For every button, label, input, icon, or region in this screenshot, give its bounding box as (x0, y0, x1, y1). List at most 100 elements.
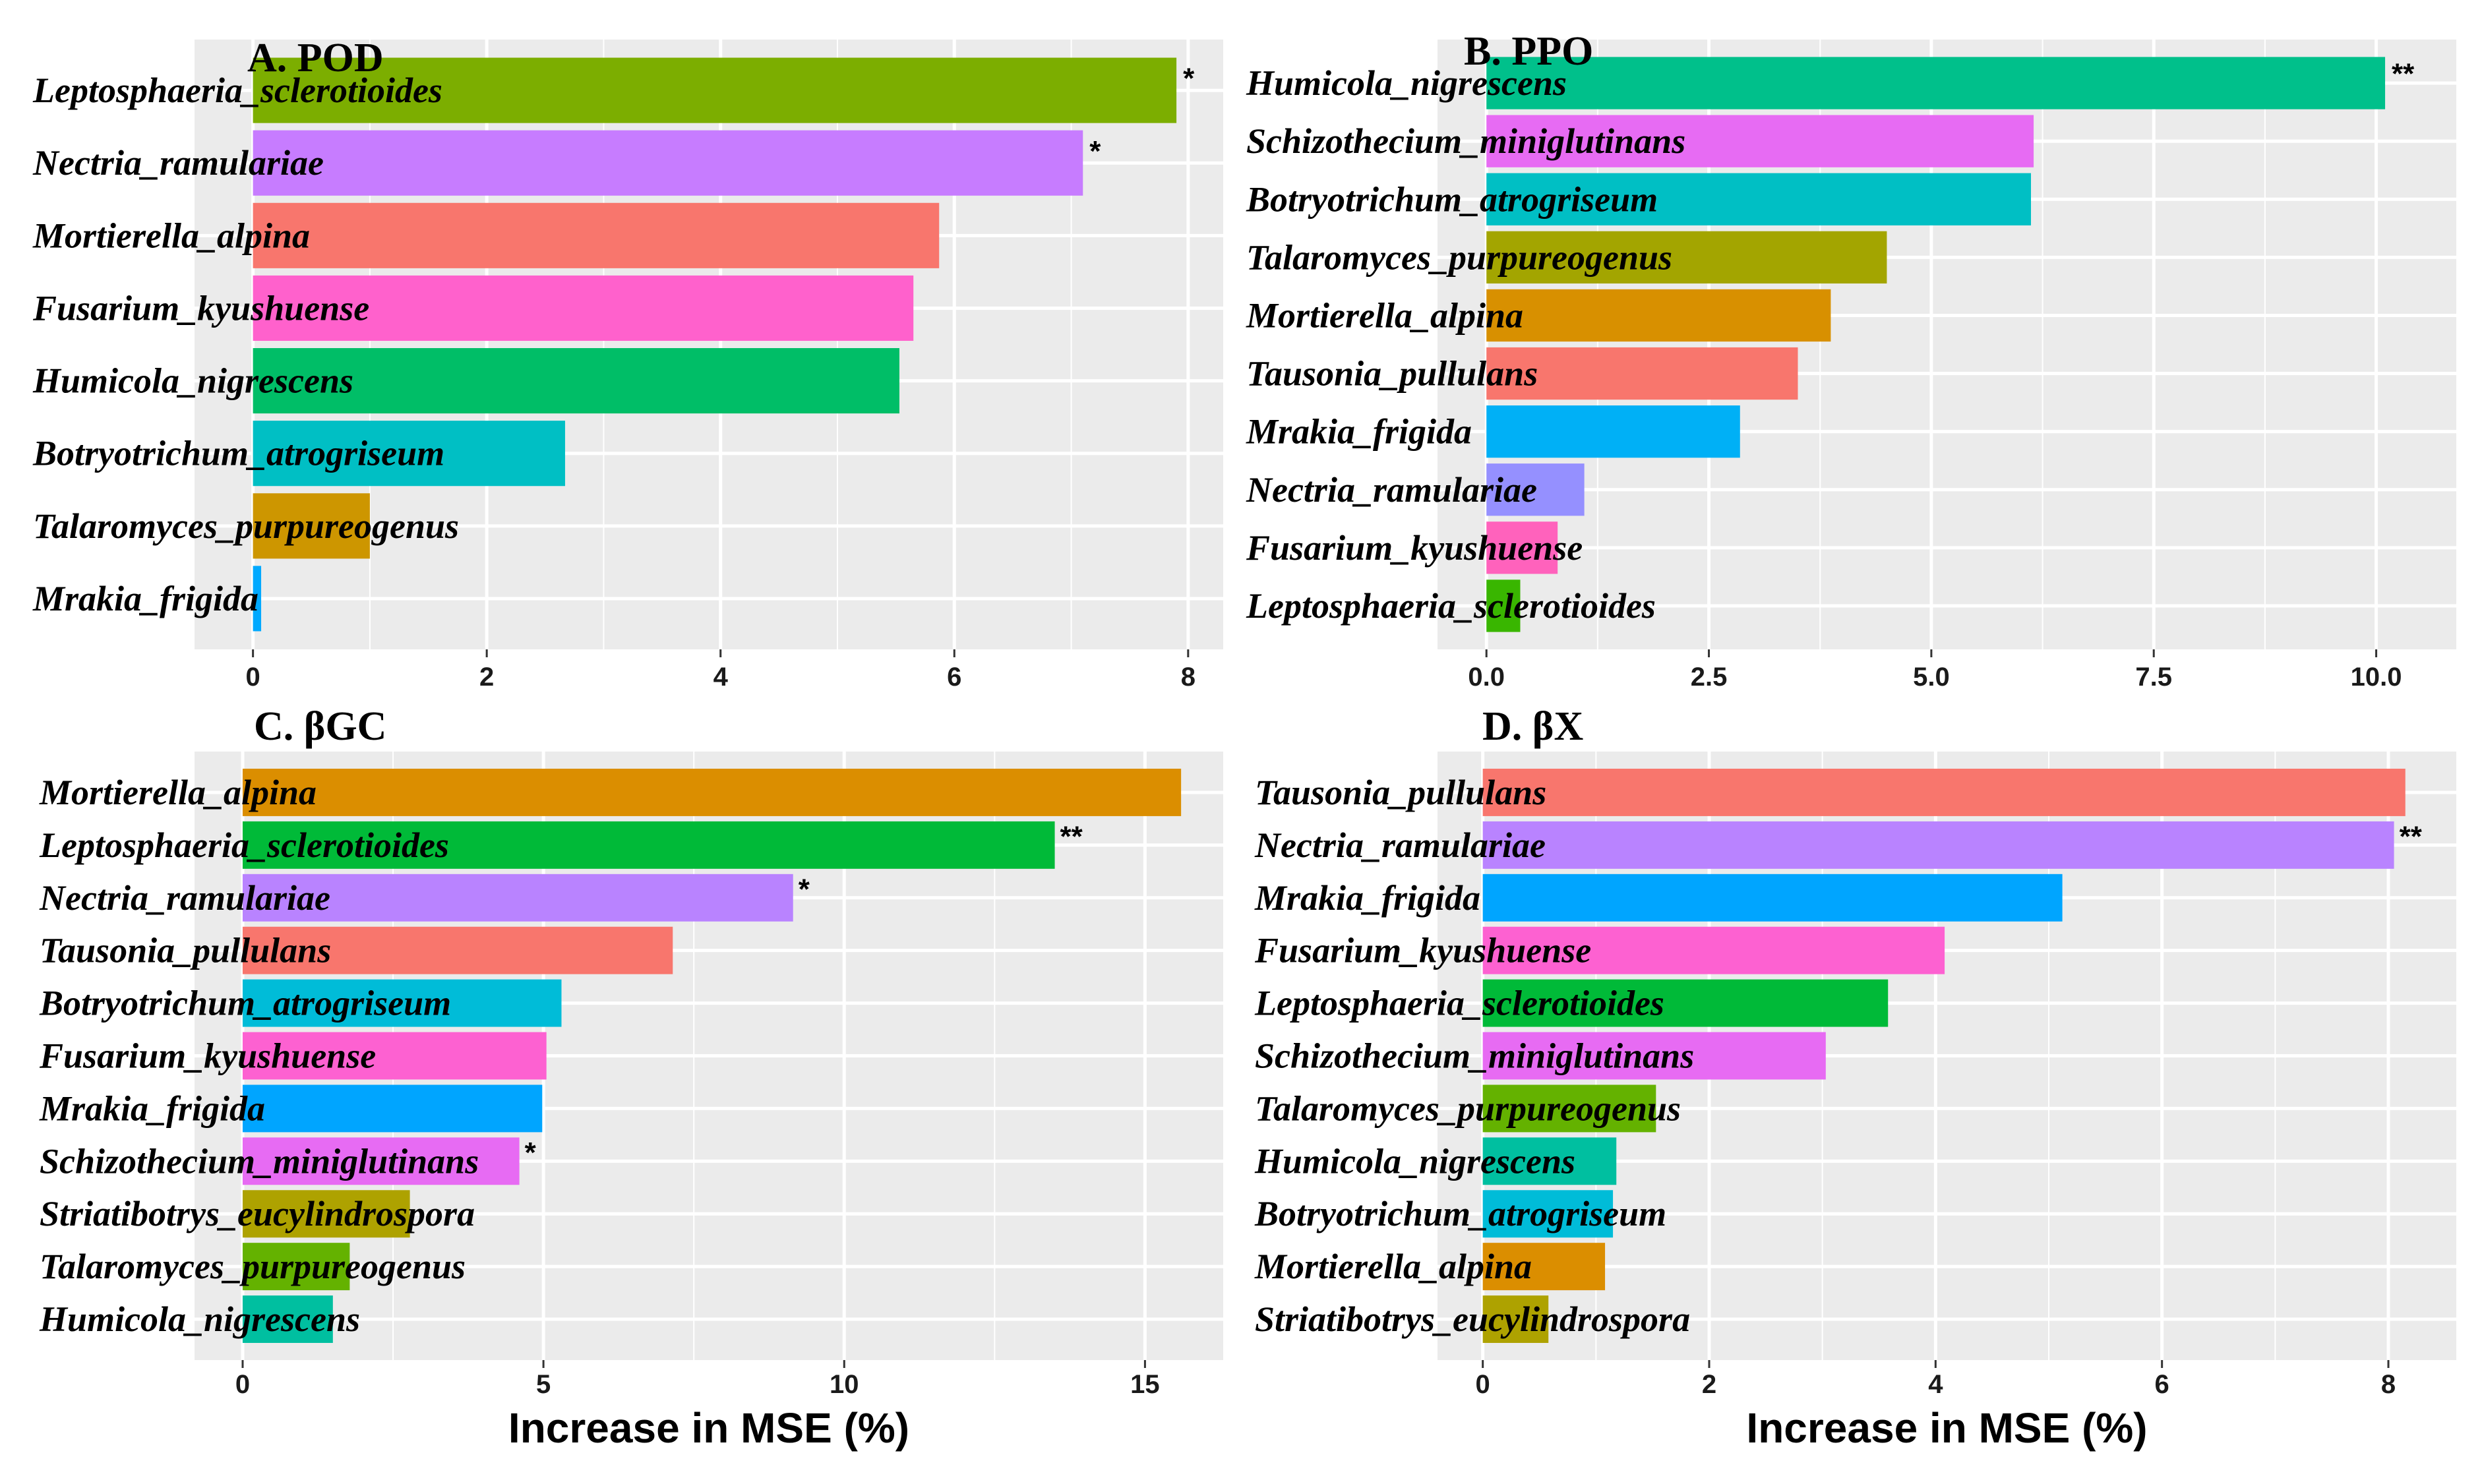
significance-marker: * (1089, 135, 1101, 167)
x-tick-label: 0 (1476, 1370, 1490, 1399)
bar (253, 130, 1083, 196)
panel-title: D. βX (1482, 704, 1583, 749)
bar (242, 1190, 410, 1238)
category-label: Humicola_nigrescens (39, 1299, 360, 1339)
x-axis-label: Increase in MSE (%) (1746, 1404, 2147, 1452)
bar (1482, 874, 2063, 922)
bar (242, 1137, 520, 1185)
bar (1482, 1137, 1617, 1185)
bar (242, 1295, 333, 1344)
x-tick-label: 4 (1928, 1370, 1943, 1399)
bar (1486, 115, 2034, 167)
bar (1486, 57, 2386, 109)
panel-title: B. PPO (1464, 29, 1593, 74)
category-label: Leptosphaeria_sclerotioides (32, 71, 442, 110)
bar (242, 821, 1055, 869)
bar (1482, 1084, 1656, 1133)
category-label: Schizothecium_miniglutinans (1246, 121, 1685, 161)
bar (242, 768, 1182, 816)
x-tick-label: 5.0 (1913, 663, 1950, 692)
bar (1482, 926, 1945, 974)
significance-marker: * (1183, 63, 1195, 95)
category-label: Mortierella_alpina (1254, 1247, 1532, 1286)
bar (1482, 979, 1889, 1027)
bar (1486, 405, 1740, 458)
category-label: Tausonia_pullulans (1255, 773, 1546, 812)
x-tick-label: 8 (2381, 1370, 2396, 1399)
category-label: Striatibotrys_eucylindrospora (40, 1194, 475, 1233)
x-axis-label: Increase in MSE (%) (508, 1404, 909, 1452)
significance-marker: ** (2392, 57, 2415, 90)
bar (242, 1243, 350, 1291)
category-label: Fusarium_kyushuense (1246, 528, 1583, 568)
bar (1482, 1190, 1614, 1238)
x-tick-label: 10 (830, 1370, 859, 1399)
bar (253, 421, 565, 487)
bar (1482, 768, 2406, 816)
significance-marker: * (799, 873, 810, 905)
category-label: Mrakia_frigida (32, 579, 258, 618)
category-label: Talaromyces_purpureogenus (40, 1247, 466, 1286)
category-label: Fusarium_kyushuense (1254, 931, 1591, 970)
bar (253, 348, 899, 414)
x-tick-label: 2 (1702, 1370, 1716, 1399)
x-tick-label: 0 (246, 663, 260, 692)
panel-a-pod: Leptosphaeria_sclerotioides Nectria_ramul… (32, 36, 1223, 692)
bar (1482, 821, 2394, 869)
category-label: Humicola_nigrescens (1254, 1141, 1575, 1181)
x-tick-label: 4 (713, 663, 729, 692)
bar (242, 926, 673, 974)
bar (1486, 521, 1558, 574)
category-label: Botryotrichum_atrogriseum (32, 434, 444, 473)
category-label: Striatibotrys_eucylindrospora (1255, 1299, 1690, 1339)
bar (242, 1032, 547, 1080)
x-tick-label: 0 (235, 1370, 250, 1399)
bar (1482, 1295, 1549, 1344)
bar (1486, 231, 1887, 283)
category-label: Talaromyces_purpureogenus (33, 506, 459, 546)
category-label: Mrakia_frigida (1246, 412, 1472, 452)
significance-marker: ** (1060, 820, 1083, 852)
category-label: Leptosphaeria_sclerotioides (1246, 586, 1656, 626)
x-tick-label: 6 (947, 663, 961, 692)
category-label: Mrakia_frigida (1254, 878, 1480, 918)
x-tick-label: 5 (536, 1370, 551, 1399)
bar (1486, 463, 1585, 516)
category-label: Tausonia_pullulans (1246, 354, 1538, 394)
category-label: Nectria_ramulariae (1254, 825, 1546, 865)
bar (1482, 1243, 1606, 1291)
category-label: Humicola_nigrescens (32, 361, 353, 401)
bar (1482, 1032, 1826, 1080)
x-tick-label: 7.5 (2135, 663, 2172, 692)
category-label: Nectria_ramulariae (39, 878, 330, 918)
category-label: Botryotrichum_atrogriseum (1254, 1194, 1666, 1233)
category-label: Talaromyces_purpureogenus (1246, 237, 1672, 277)
category-label: Leptosphaeria_sclerotioides (39, 825, 449, 865)
category-label: Botryotrichum_atrogriseum (39, 984, 451, 1023)
category-label: Nectria_ramulariae (1246, 470, 1537, 510)
bar (253, 202, 940, 268)
category-label: Fusarium_kyushuense (39, 1036, 376, 1076)
category-label: Nectria_ramulariae (32, 143, 324, 183)
category-label: Mortierella_alpina (1246, 295, 1523, 335)
x-tick-label: 15 (1130, 1370, 1160, 1399)
bar (242, 979, 562, 1027)
category-label: Tausonia_pullulans (40, 931, 331, 970)
significance-marker: ** (2400, 820, 2423, 852)
bar (242, 874, 793, 922)
bar (1486, 173, 2032, 225)
category-label: Mrakia_frigida (39, 1088, 265, 1128)
category-label: Mortierella_alpina (32, 216, 310, 255)
category-label: Mortierella_alpina (39, 773, 317, 812)
category-label: Schizothecium_miniglutinans (1255, 1036, 1694, 1076)
panel-title: A. POD (247, 36, 384, 80)
x-tick-label: 6 (2155, 1370, 2169, 1399)
bar (253, 275, 914, 341)
bar (1486, 579, 1521, 632)
category-label: Schizothecium_miniglutinans (40, 1141, 479, 1181)
category-label: Botryotrichum_atrogriseum (1246, 179, 1658, 219)
bar (1486, 289, 1831, 342)
significance-marker: * (525, 1137, 537, 1169)
bar (253, 57, 1177, 123)
